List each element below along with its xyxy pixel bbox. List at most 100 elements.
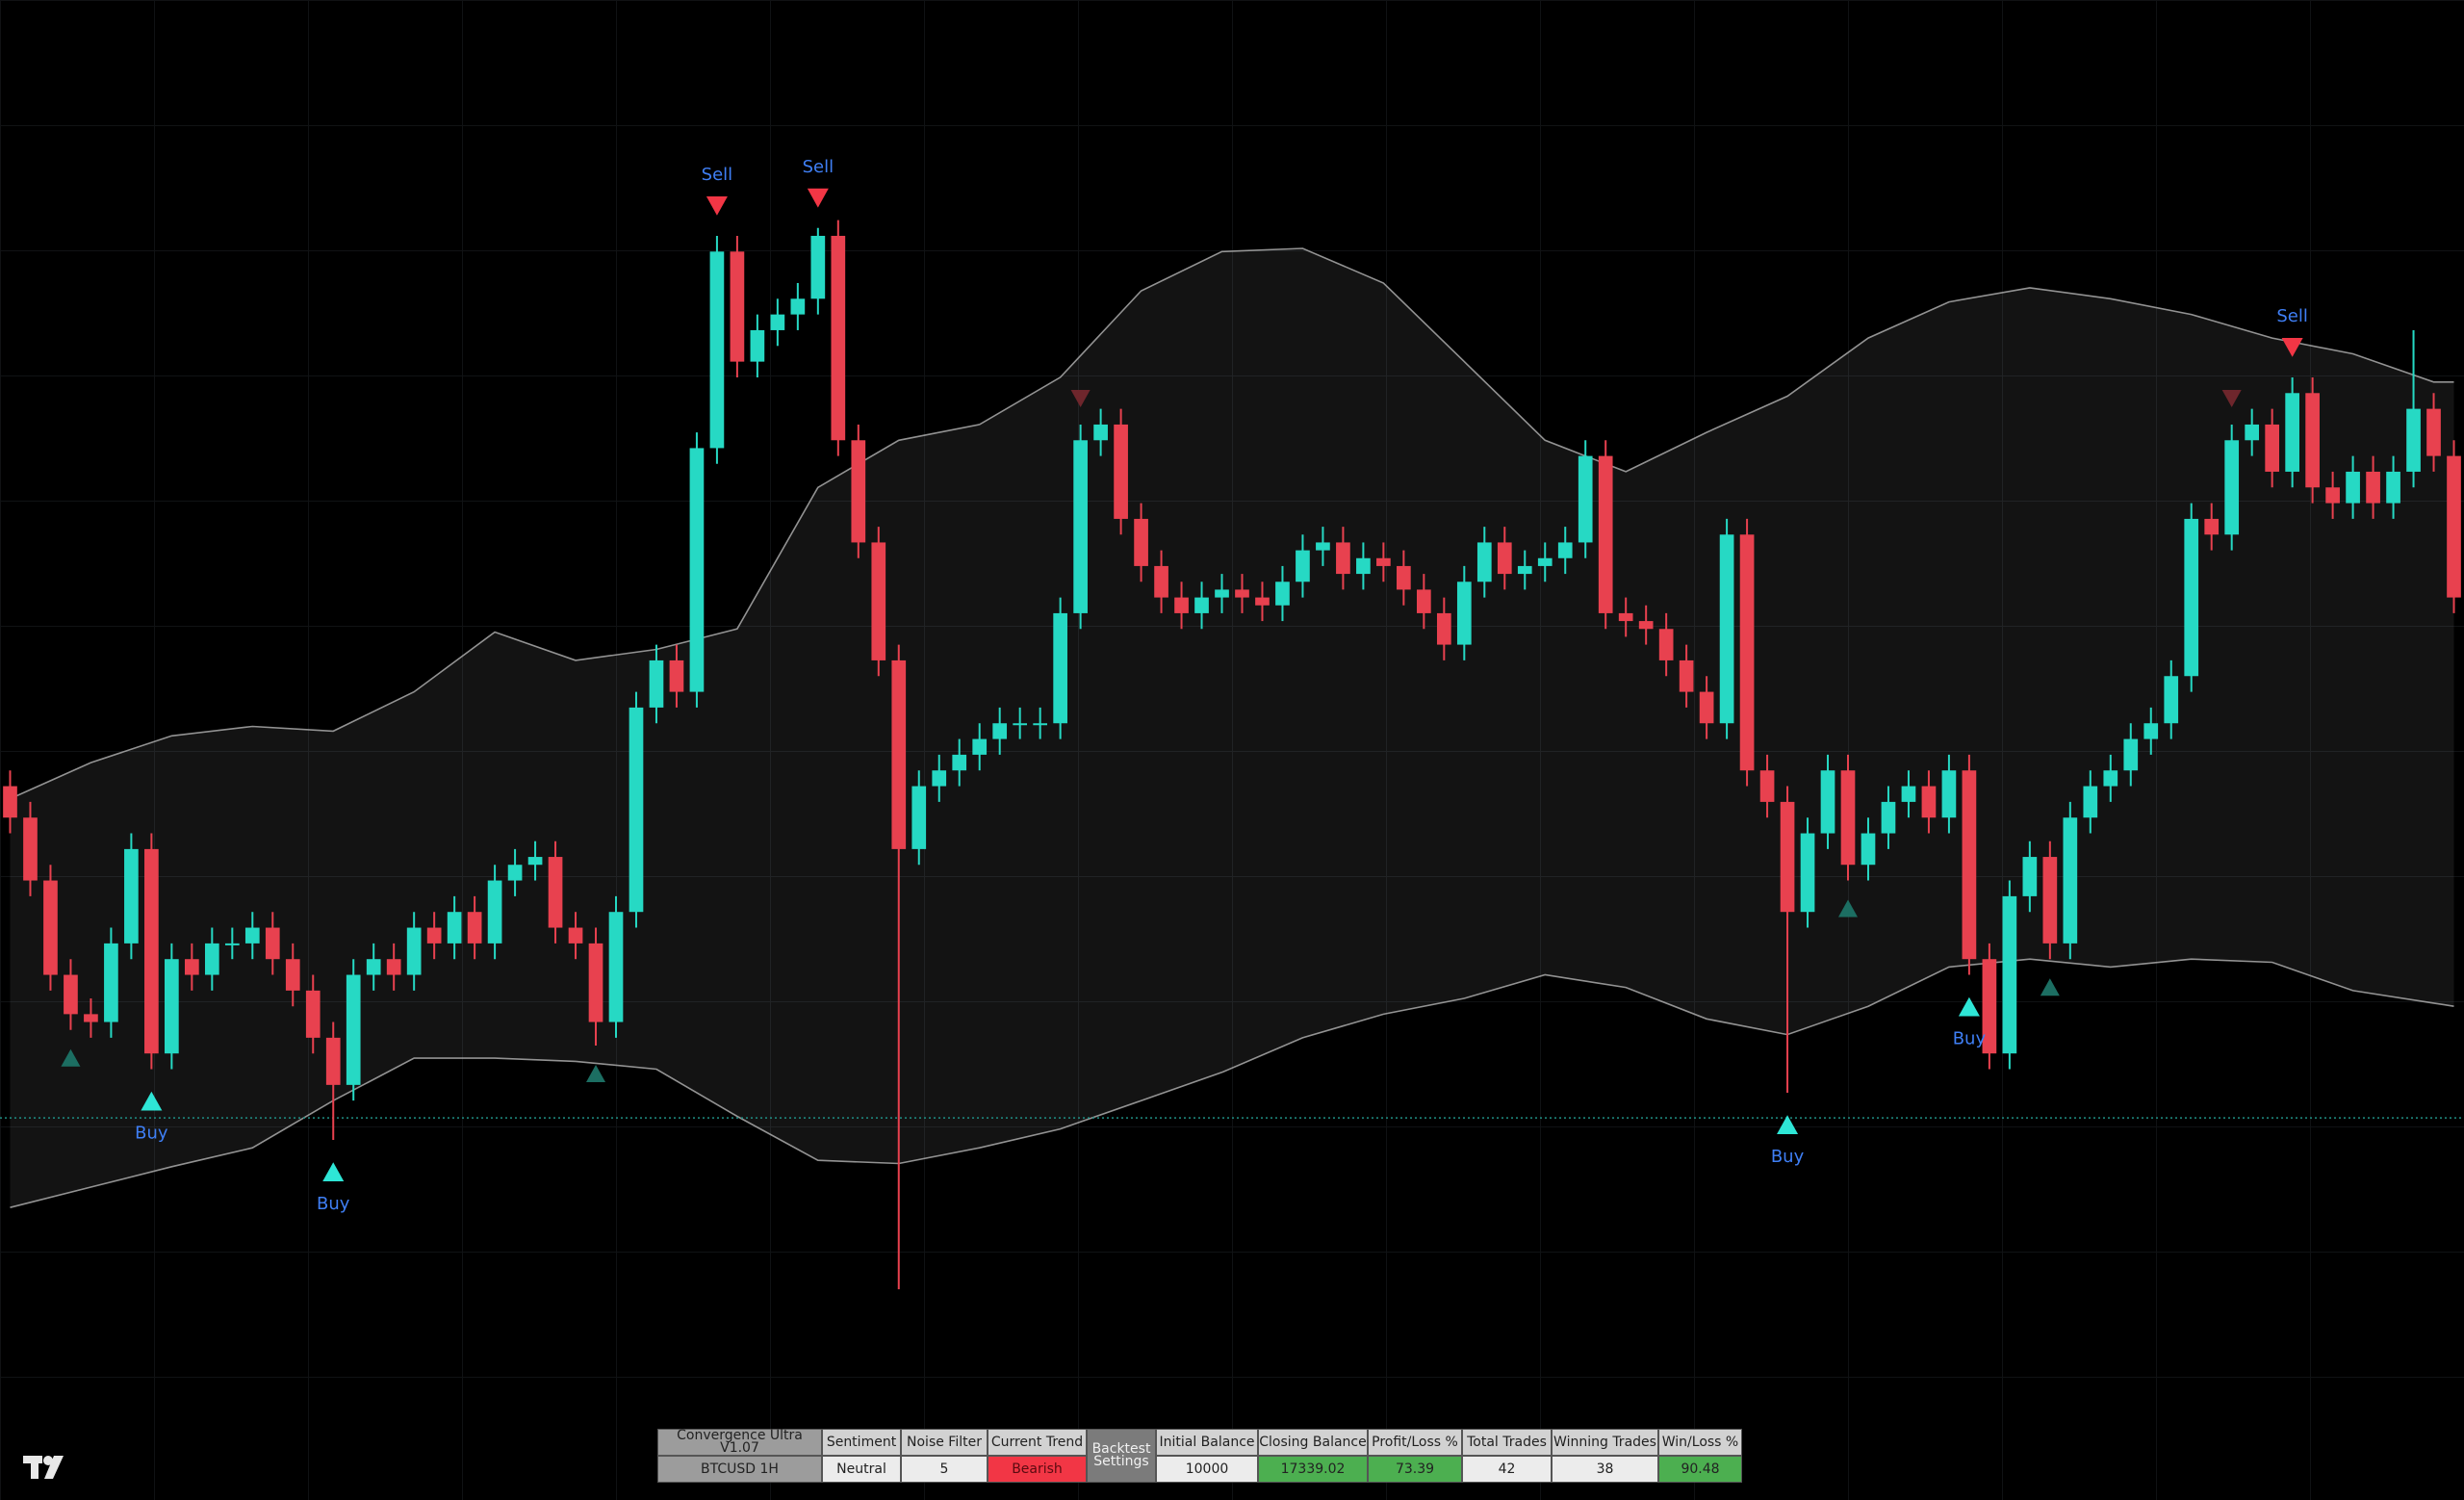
weak-buy-arrow <box>61 1048 81 1067</box>
candle-body <box>629 707 644 913</box>
band-lower <box>10 958 2454 1208</box>
band-upper <box>10 247 2454 800</box>
candle-body <box>2305 393 2320 488</box>
candle-body <box>709 251 725 449</box>
candle-body <box>831 235 846 441</box>
signal-label: Buy <box>1771 1147 1805 1167</box>
candle-body <box>1013 723 1028 726</box>
candle-body <box>851 440 866 543</box>
candle-body <box>2366 471 2380 504</box>
candle-body <box>1255 597 1270 606</box>
table-cell: 38 <box>1552 1456 1658 1483</box>
buy-arrow <box>1958 996 1980 1017</box>
candle-body <box>447 912 462 944</box>
candle-body <box>1194 597 1209 613</box>
table-cell: 42 <box>1462 1456 1552 1483</box>
candle-body <box>1235 589 1249 598</box>
candle-body <box>770 314 785 330</box>
candle-body <box>669 659 684 692</box>
candle-body <box>1982 959 1997 1054</box>
candle-body <box>750 329 765 362</box>
table-cell: Convergence Ultra V1.07 <box>657 1429 822 1456</box>
candle-body <box>810 235 826 299</box>
candle-body <box>104 943 118 1022</box>
candle-body <box>2426 408 2441 456</box>
table-cell: Closing Balance <box>1258 1429 1368 1456</box>
weak-sell-arrow <box>1070 389 1091 407</box>
candle-body <box>871 542 886 660</box>
candle-body <box>507 865 523 881</box>
candle-body <box>911 786 927 849</box>
candle-body <box>124 848 139 944</box>
candle-body <box>1820 770 1835 834</box>
candle-body <box>64 974 78 1015</box>
candle-body <box>325 1037 341 1085</box>
candle-body <box>204 943 219 975</box>
candle-body <box>1557 542 1573 558</box>
buy-arrow <box>141 1091 163 1111</box>
candle-body <box>1861 833 1876 866</box>
candle-body <box>588 943 603 1022</box>
buy-arrow <box>1777 1115 1799 1135</box>
candle-body <box>2204 518 2220 535</box>
table-cell: Win/Loss % <box>1658 1429 1742 1456</box>
candle-body <box>1476 542 1492 582</box>
candle-body <box>1134 518 1148 566</box>
candle-body <box>487 880 502 944</box>
candle-body <box>1436 612 1451 645</box>
tradingview-logo <box>23 1456 64 1479</box>
table-cell: 17339.02 <box>1258 1456 1368 1483</box>
candle-body <box>2103 770 2118 787</box>
candle-body <box>1033 723 1047 726</box>
table-cell: BTCUSD 1H <box>657 1456 822 1483</box>
table-cell: Neutral <box>822 1456 901 1483</box>
candle-body <box>2143 723 2159 739</box>
candle-body <box>992 723 1008 739</box>
band <box>10 247 2454 1208</box>
candle-body <box>1800 833 1815 913</box>
weak-buy-arrow <box>586 1065 606 1083</box>
candle-body <box>1517 565 1532 575</box>
candle-body <box>1296 550 1310 582</box>
table-cell: Bearish <box>988 1456 1087 1483</box>
candle-body <box>1759 770 1775 802</box>
candle-body <box>185 959 199 975</box>
sell-arrow <box>2281 337 2303 357</box>
table-cell: Profit/Loss % <box>1368 1429 1462 1456</box>
candle-body <box>1658 629 1674 660</box>
candle-body <box>1154 565 1168 598</box>
table-cell: Backtest Settings <box>1087 1429 1156 1483</box>
signal-label: Buy <box>135 1124 168 1144</box>
candle-body <box>1537 557 1553 566</box>
candle-body <box>1174 597 1189 613</box>
candle-body <box>1456 582 1472 645</box>
candle-body <box>1073 440 1088 613</box>
candle-body <box>1356 557 1371 575</box>
candle-body <box>548 857 563 928</box>
table-cell: 73.39 <box>1368 1456 1462 1483</box>
weak-buy-arrow <box>1838 899 1858 918</box>
candle-body <box>1739 534 1755 771</box>
candle-body <box>84 1014 98 1022</box>
signal-label: Sell <box>803 157 834 177</box>
candle-body <box>689 448 705 692</box>
candle-body <box>730 251 745 362</box>
candle-body <box>2325 487 2340 504</box>
candle-body <box>2285 393 2299 472</box>
signal-label: Buy <box>317 1194 350 1214</box>
candle-body <box>2245 424 2260 441</box>
candle-body <box>2083 786 2098 818</box>
band-fill <box>10 248 2454 1208</box>
candle-body <box>265 927 280 960</box>
candle-body <box>2042 857 2058 944</box>
candle-body <box>2063 817 2078 944</box>
candle-body <box>649 659 664 708</box>
table-cell: 10000 <box>1156 1456 1258 1483</box>
candle-body <box>2265 424 2279 472</box>
candle-body <box>2002 895 2017 1054</box>
candle-body <box>1376 557 1391 566</box>
buy-arrow <box>322 1162 345 1182</box>
candle-body <box>2184 518 2199 677</box>
candle-body <box>2406 408 2421 472</box>
